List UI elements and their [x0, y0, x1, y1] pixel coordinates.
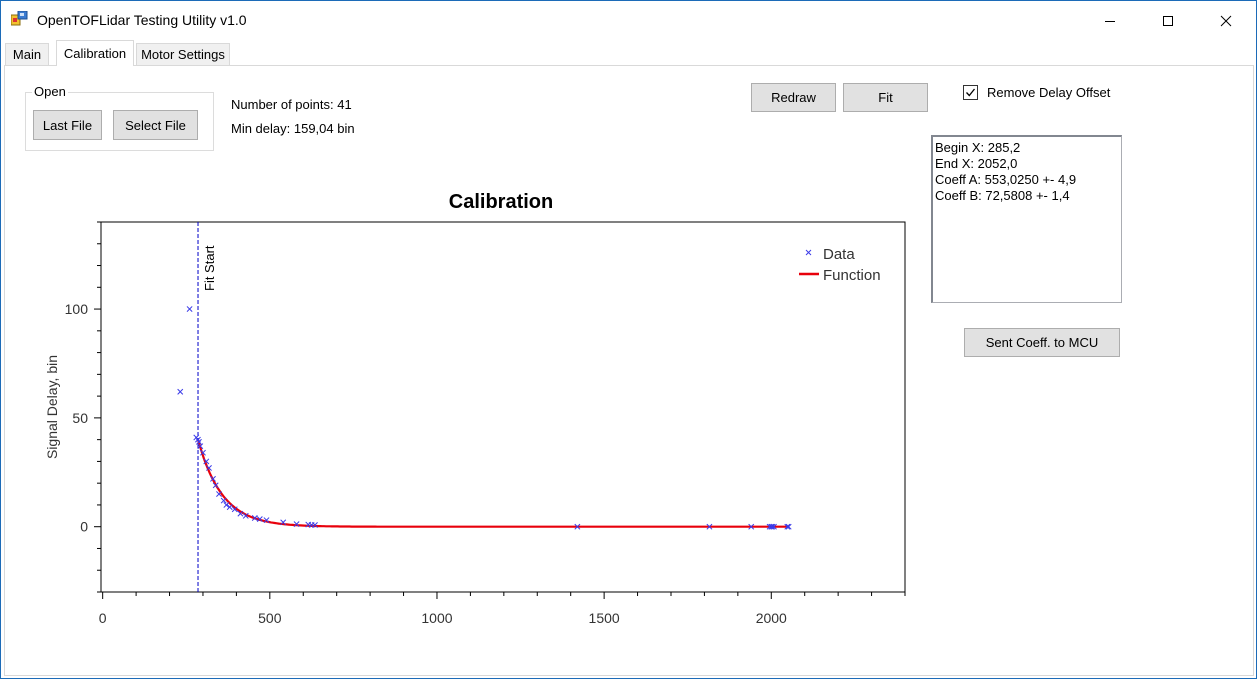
- maximize-icon: [1163, 15, 1173, 26]
- fit-button[interactable]: Fit: [843, 83, 928, 112]
- app-icon: [11, 11, 28, 26]
- maximize-button[interactable]: [1139, 1, 1197, 40]
- open-group-label: Open: [32, 84, 68, 99]
- minimize-button[interactable]: [1081, 1, 1139, 40]
- result-coeff-b: Coeff B: 72,5808 +- 1,4: [935, 188, 1070, 203]
- checkmark-icon: [966, 88, 976, 97]
- fit-results-textbox[interactable]: Begin X: 285,2 End X: 2052,0 Coeff A: 55…: [931, 135, 1122, 303]
- result-begin-x: Begin X: 285,2: [935, 140, 1021, 155]
- points-count-label: Number of points: 41: [231, 97, 352, 112]
- title-bar: OpenTOFLidar Testing Utility v1.0: [1, 1, 1256, 40]
- result-coeff-a: Coeff A: 553,0250 +- 4,9: [935, 172, 1077, 187]
- tab-motor-settings[interactable]: Motor Settings: [136, 43, 230, 65]
- select-file-button[interactable]: Select File: [113, 110, 198, 140]
- open-groupbox: [25, 92, 214, 151]
- minimize-icon: [1105, 20, 1115, 22]
- redraw-button[interactable]: Redraw: [751, 83, 836, 112]
- remove-delay-offset-checkbox[interactable]: Remove Delay Offset: [963, 85, 1110, 100]
- min-delay-label: Min delay: 159,04 bin: [231, 121, 355, 136]
- window-title: OpenTOFLidar Testing Utility v1.0: [37, 12, 247, 28]
- send-coeff-button[interactable]: Sent Coeff. to MCU: [964, 328, 1120, 357]
- checkbox-box[interactable]: [963, 85, 978, 100]
- remove-delay-offset-label: Remove Delay Offset: [987, 85, 1111, 100]
- tab-main[interactable]: Main: [5, 43, 49, 65]
- close-button[interactable]: [1197, 1, 1255, 40]
- close-icon: [1220, 15, 1232, 26]
- last-file-button[interactable]: Last File: [33, 110, 102, 140]
- tab-calibration[interactable]: Calibration: [56, 40, 134, 66]
- result-end-x: End X: 2052,0: [935, 156, 1018, 171]
